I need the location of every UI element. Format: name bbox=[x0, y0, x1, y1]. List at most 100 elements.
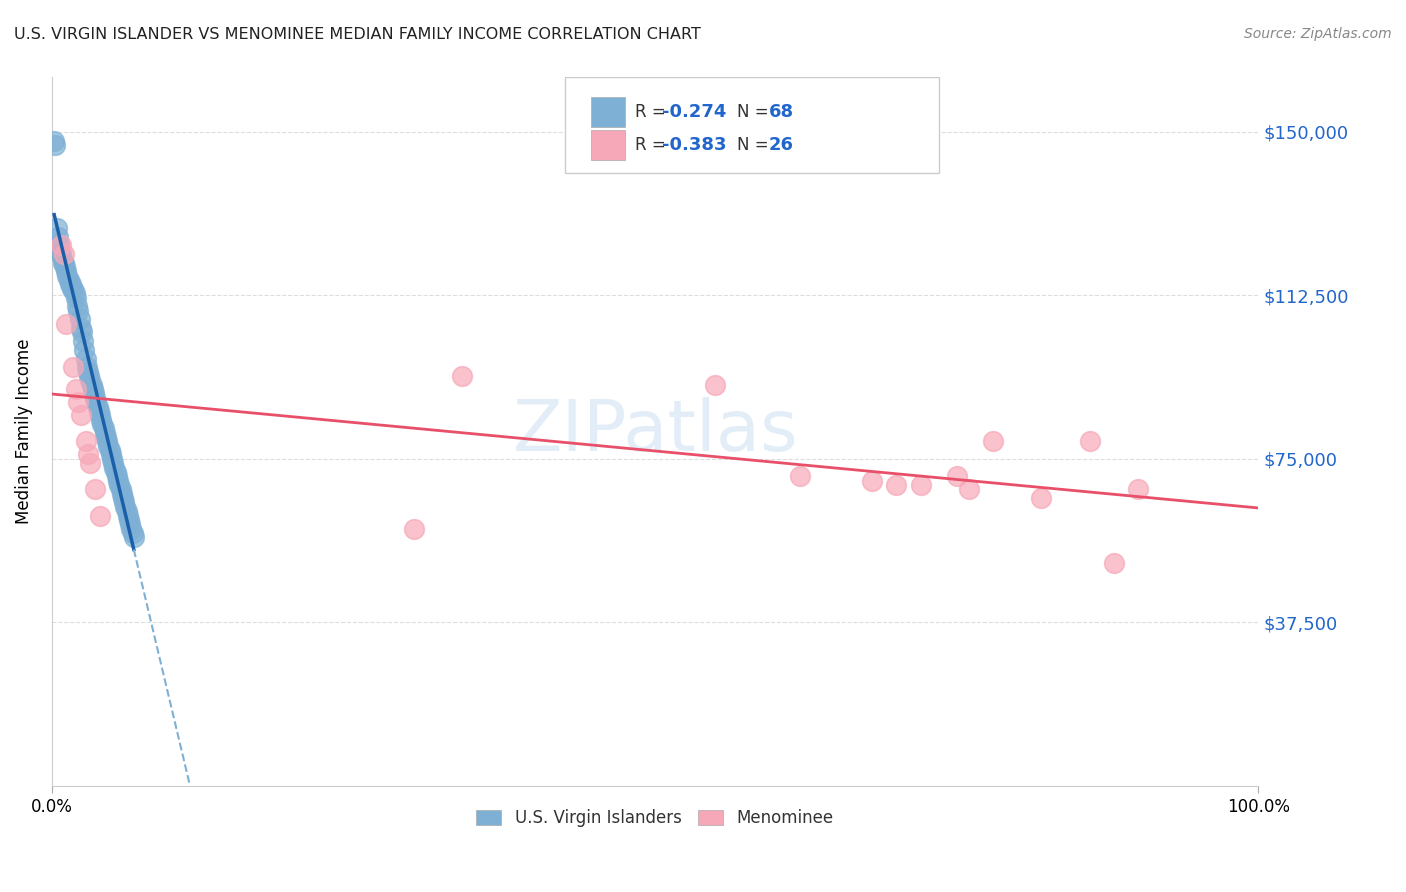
Point bbox=[79, 456, 101, 470]
Point bbox=[402, 522, 425, 536]
Point bbox=[59, 277, 82, 292]
Point bbox=[1078, 434, 1101, 449]
Text: -0.383: -0.383 bbox=[662, 136, 727, 153]
Point bbox=[69, 312, 91, 326]
Point bbox=[957, 483, 980, 497]
Point bbox=[112, 495, 135, 509]
Point bbox=[75, 351, 97, 366]
Point bbox=[58, 273, 80, 287]
Point bbox=[90, 412, 112, 426]
Text: U.S. VIRGIN ISLANDER VS MENOMINEE MEDIAN FAMILY INCOME CORRELATION CHART: U.S. VIRGIN ISLANDER VS MENOMINEE MEDIAN… bbox=[14, 27, 702, 42]
Point bbox=[69, 321, 91, 335]
Point bbox=[91, 417, 114, 431]
Point bbox=[1031, 491, 1053, 505]
Point bbox=[103, 456, 125, 470]
Point bbox=[120, 522, 142, 536]
Point bbox=[77, 369, 100, 384]
Point bbox=[111, 487, 134, 501]
Point bbox=[77, 448, 100, 462]
Point bbox=[122, 530, 145, 544]
Point bbox=[56, 268, 79, 283]
Point bbox=[886, 478, 908, 492]
Point bbox=[79, 373, 101, 387]
Point bbox=[66, 299, 89, 313]
Point bbox=[82, 382, 104, 396]
Point bbox=[53, 260, 76, 274]
Point bbox=[70, 326, 93, 340]
Point bbox=[117, 508, 139, 523]
Point bbox=[83, 386, 105, 401]
Point bbox=[945, 469, 967, 483]
Point bbox=[89, 508, 111, 523]
Point bbox=[49, 247, 72, 261]
Point bbox=[44, 138, 66, 153]
Point bbox=[84, 483, 107, 497]
Point bbox=[86, 395, 108, 409]
Text: R =: R = bbox=[634, 103, 671, 121]
Point bbox=[105, 469, 128, 483]
Point bbox=[97, 439, 120, 453]
Point bbox=[60, 277, 83, 292]
Point bbox=[114, 500, 136, 514]
Point bbox=[72, 334, 94, 348]
Point bbox=[87, 404, 110, 418]
Point bbox=[104, 465, 127, 479]
Point bbox=[110, 483, 132, 497]
Point bbox=[111, 491, 134, 505]
Point bbox=[67, 395, 90, 409]
FancyBboxPatch shape bbox=[565, 78, 939, 173]
Y-axis label: Median Family Income: Median Family Income bbox=[15, 339, 32, 524]
Point bbox=[52, 247, 75, 261]
Text: 68: 68 bbox=[769, 103, 793, 121]
Point bbox=[101, 451, 124, 466]
Point bbox=[65, 382, 87, 396]
Point bbox=[75, 434, 97, 449]
Point bbox=[55, 317, 77, 331]
Point bbox=[45, 220, 67, 235]
Text: 26: 26 bbox=[769, 136, 793, 153]
Text: R =: R = bbox=[634, 136, 671, 153]
Point bbox=[118, 513, 141, 527]
Point bbox=[44, 134, 66, 148]
Point bbox=[94, 430, 117, 444]
Point bbox=[93, 421, 115, 435]
FancyBboxPatch shape bbox=[591, 97, 624, 127]
Point bbox=[62, 360, 84, 375]
Point bbox=[1102, 557, 1125, 571]
Point bbox=[67, 303, 90, 318]
Point bbox=[789, 469, 811, 483]
Text: N =: N = bbox=[737, 103, 775, 121]
Point bbox=[63, 286, 86, 301]
Point bbox=[108, 478, 131, 492]
Point bbox=[100, 448, 122, 462]
Point bbox=[103, 460, 125, 475]
Point bbox=[94, 425, 117, 440]
Point bbox=[89, 409, 111, 423]
Point bbox=[77, 365, 100, 379]
Point bbox=[46, 229, 69, 244]
Point bbox=[55, 264, 77, 278]
Point bbox=[65, 291, 87, 305]
Point bbox=[860, 474, 883, 488]
Text: Source: ZipAtlas.com: Source: ZipAtlas.com bbox=[1244, 27, 1392, 41]
Point bbox=[73, 343, 96, 357]
Text: N =: N = bbox=[737, 136, 775, 153]
Point bbox=[62, 282, 84, 296]
Point bbox=[107, 474, 129, 488]
Point bbox=[451, 369, 474, 384]
Point bbox=[704, 377, 727, 392]
Point bbox=[60, 282, 83, 296]
Point bbox=[52, 256, 75, 270]
Point bbox=[86, 400, 108, 414]
Point bbox=[76, 360, 98, 375]
Point bbox=[51, 247, 73, 261]
Point bbox=[84, 391, 107, 405]
Point bbox=[981, 434, 1004, 449]
Point bbox=[51, 238, 73, 252]
Point bbox=[80, 377, 103, 392]
Legend: U.S. Virgin Islanders, Menominee: U.S. Virgin Islanders, Menominee bbox=[470, 803, 841, 834]
Point bbox=[48, 238, 70, 252]
Point bbox=[69, 409, 91, 423]
Point bbox=[120, 517, 142, 532]
Point bbox=[52, 256, 75, 270]
